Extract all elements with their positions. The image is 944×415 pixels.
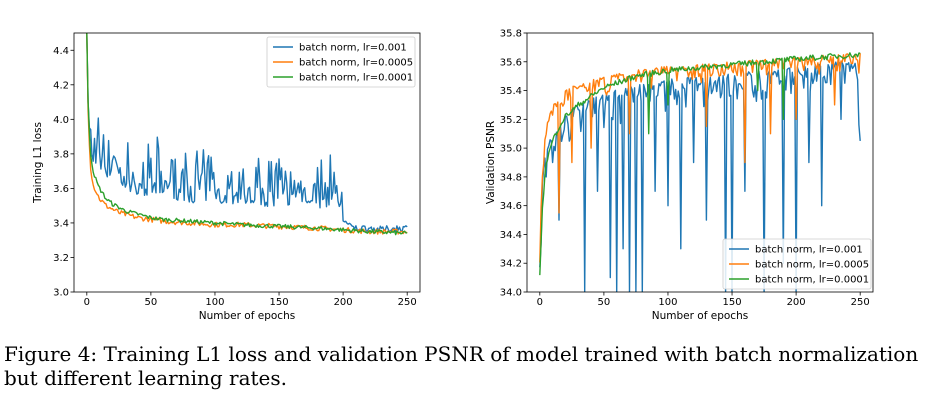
series-line-1 (86, 33, 408, 233)
y-tick-label: 4.4 (53, 46, 69, 57)
x-tick-label: 0 (84, 297, 90, 308)
y-tick-label: 35.4 (500, 86, 522, 97)
legend-box (722, 238, 872, 290)
x-tick-label: 200 (334, 297, 353, 308)
y-tick-label: 3.2 (53, 253, 69, 264)
y-tick-label: 35.8 (500, 29, 522, 40)
y-tick-label: 3.0 (53, 288, 69, 299)
y-tick-label: 35.6 (500, 57, 522, 68)
y-tick-label: 34.4 (500, 230, 522, 241)
y-axis-label: Validation PSNR (485, 121, 497, 204)
series-line-3 (539, 52, 861, 276)
legend-entry: batch norm, lr=0.0005 (755, 260, 869, 271)
legend-entry: batch norm, lr=0.0005 (299, 58, 413, 69)
x-tick-label: 0 (537, 297, 543, 308)
y-tick-label: 34.6 (500, 201, 522, 212)
y-tick-label: 3.4 (53, 218, 69, 229)
y-tick-label: 4.2 (53, 80, 69, 91)
x-axis-label: Number of epochs (199, 310, 295, 322)
y-tick-label: 34.8 (500, 172, 522, 183)
figure-charts: 0 50 100 150 200 250 3.0 3.2 3.4 3.6 3.8 4.0 4.2 4.4 N… (32, 29, 874, 322)
series-line-2 (539, 53, 861, 263)
y-tick-label: 35.2 (500, 115, 522, 126)
x-tick-label: 100 (658, 297, 677, 308)
legend-entry: batch norm, lr=0.001 (299, 43, 407, 54)
legend-entry: batch norm, lr=0.0001 (755, 275, 869, 286)
y-tick-label: 34.0 (500, 288, 522, 299)
x-tick-label: 250 (398, 297, 417, 308)
legend-entry: batch norm, lr=0.0001 (299, 73, 413, 84)
y-tick-label: 3.6 (53, 184, 69, 195)
legend-entry: batch norm, lr=0.001 (755, 245, 863, 256)
x-tick-label: 100 (205, 297, 224, 308)
legend: batch norm, lr=0.001 batch norm, lr=0.000… (722, 238, 872, 290)
y-axis-label: Training L1 loss (32, 122, 44, 204)
figure-caption: Figure 4: Training L1 loss and validatio… (4, 342, 919, 390)
y-tick-label: 3.8 (53, 149, 69, 160)
x-tick-label: 50 (598, 297, 611, 308)
legend-box (266, 36, 416, 88)
series-line-2 (86, 33, 408, 235)
y-tick-label: 35.0 (500, 144, 522, 155)
plot-area (539, 52, 861, 292)
y-tick-label: 34.2 (500, 259, 522, 270)
plot-area (86, 33, 408, 236)
x-axis-label: Number of epochs (652, 310, 748, 322)
axes-frame (526, 32, 874, 293)
legend: batch norm, lr=0.001 batch norm, lr=0.000… (266, 36, 416, 88)
x-tick-label: 150 (722, 297, 741, 308)
axes-frame (73, 32, 421, 293)
series-line-1 (539, 61, 861, 292)
chart-2: 0 50 100 150 200 250 34.0 34.2 34.4 34.6 34.8 35.0 3… (485, 29, 874, 322)
y-tick-label: 4.0 (53, 115, 69, 126)
x-tick-label: 200 (787, 297, 806, 308)
series-line-3 (86, 33, 408, 236)
x-tick-label: 150 (269, 297, 288, 308)
chart-1: 0 50 100 150 200 250 3.0 3.2 3.4 3.6 3.8 4.0 4.2 4.4 N… (32, 32, 421, 322)
x-tick-label: 250 (851, 297, 870, 308)
x-tick-label: 50 (145, 297, 158, 308)
